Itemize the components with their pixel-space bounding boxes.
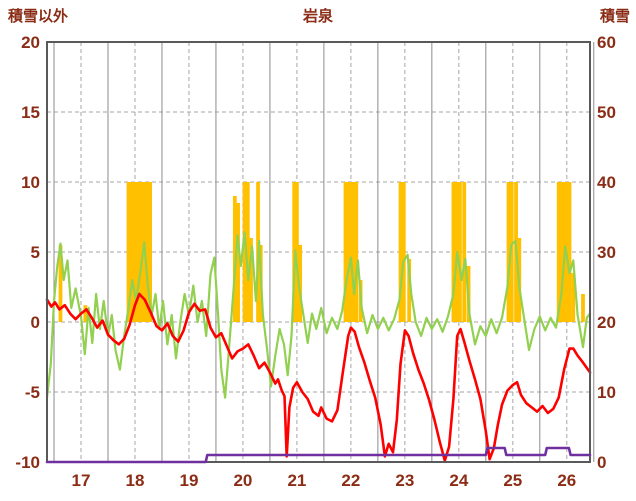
purple-line-series xyxy=(45,446,592,464)
right-axis-title: 積雪 xyxy=(599,8,630,25)
orange-bar-series xyxy=(343,182,348,322)
orange-bar-series xyxy=(451,182,456,322)
orange-bar-series xyxy=(137,182,142,322)
orange-bar-series xyxy=(398,182,403,322)
orange-bar-series xyxy=(58,245,63,322)
orange-bar-series xyxy=(83,305,88,322)
x-axis-tick-label: 18 xyxy=(126,471,145,490)
x-axis-tick-label: 21 xyxy=(287,471,306,490)
left-axis-tick-label: -10 xyxy=(15,453,40,472)
left-axis-tick-label: -5 xyxy=(25,383,40,402)
orange-bar-series xyxy=(348,182,353,322)
orange-bar-series xyxy=(506,182,511,322)
orange-bar-series xyxy=(567,182,572,322)
right-axis-tick-label: 0 xyxy=(597,453,606,472)
x-axis-tick-label: 25 xyxy=(503,471,522,490)
chart-title: 岩泉 xyxy=(302,8,333,25)
orange-bar-series xyxy=(145,182,150,322)
x-axis-tick-label: 17 xyxy=(72,471,91,490)
x-axis-tick-label: 20 xyxy=(233,471,252,490)
orange-bar-series xyxy=(295,182,299,322)
plot-border xyxy=(46,41,591,463)
orange-bar-series xyxy=(126,182,131,322)
left-axis-tick-label: 10 xyxy=(21,173,40,192)
x-axis-tick-label: 26 xyxy=(557,471,576,490)
left-axis-tick-label: 0 xyxy=(31,313,40,332)
orange-bar-series xyxy=(236,203,240,322)
orange-bar-series xyxy=(509,182,514,322)
x-axis-tick-label: 24 xyxy=(449,471,468,490)
green-line-series xyxy=(45,231,592,399)
orange-bar-series xyxy=(298,245,303,322)
x-axis-tick-label: 19 xyxy=(179,471,198,490)
left-axis-tick-label: 5 xyxy=(31,243,40,262)
x-axis-tick-label: 23 xyxy=(395,471,414,490)
orange-bar-series xyxy=(249,238,253,322)
orange-bar-series xyxy=(571,273,576,322)
right-axis-tick-label: 20 xyxy=(597,313,616,332)
orange-bar-series xyxy=(242,182,247,322)
right-axis-tick-label: 50 xyxy=(597,103,616,122)
orange-bar-series xyxy=(462,182,467,322)
left-axis-tick-label: 20 xyxy=(21,33,40,52)
orange-bar-series xyxy=(407,259,412,322)
orange-bar-series xyxy=(401,182,406,322)
left-axis-title: 積雪以外 xyxy=(8,8,69,25)
orange-bar-series xyxy=(354,182,359,322)
right-axis-tick-label: 60 xyxy=(597,33,616,52)
orange-bar-series xyxy=(148,182,152,322)
orange-bar-series xyxy=(556,182,561,322)
orange-bar-series xyxy=(132,182,136,322)
orange-bar-series xyxy=(581,294,585,322)
orange-bar-series xyxy=(245,182,250,322)
x-axis-tick-label: 22 xyxy=(341,471,360,490)
right-axis-tick-label: 30 xyxy=(597,243,616,262)
orange-bar-series xyxy=(129,182,134,322)
orange-bar-series xyxy=(351,182,356,322)
orange-bar-series xyxy=(134,182,139,322)
red-line-series xyxy=(45,292,592,462)
orange-bar-series xyxy=(346,182,351,322)
orange-bar-series xyxy=(458,182,462,322)
orange-bar-series xyxy=(559,182,564,322)
right-axis-tick-label: 10 xyxy=(597,383,616,402)
right-axis-tick-label: 40 xyxy=(597,173,616,192)
left-axis-tick-label: 15 xyxy=(21,103,40,122)
